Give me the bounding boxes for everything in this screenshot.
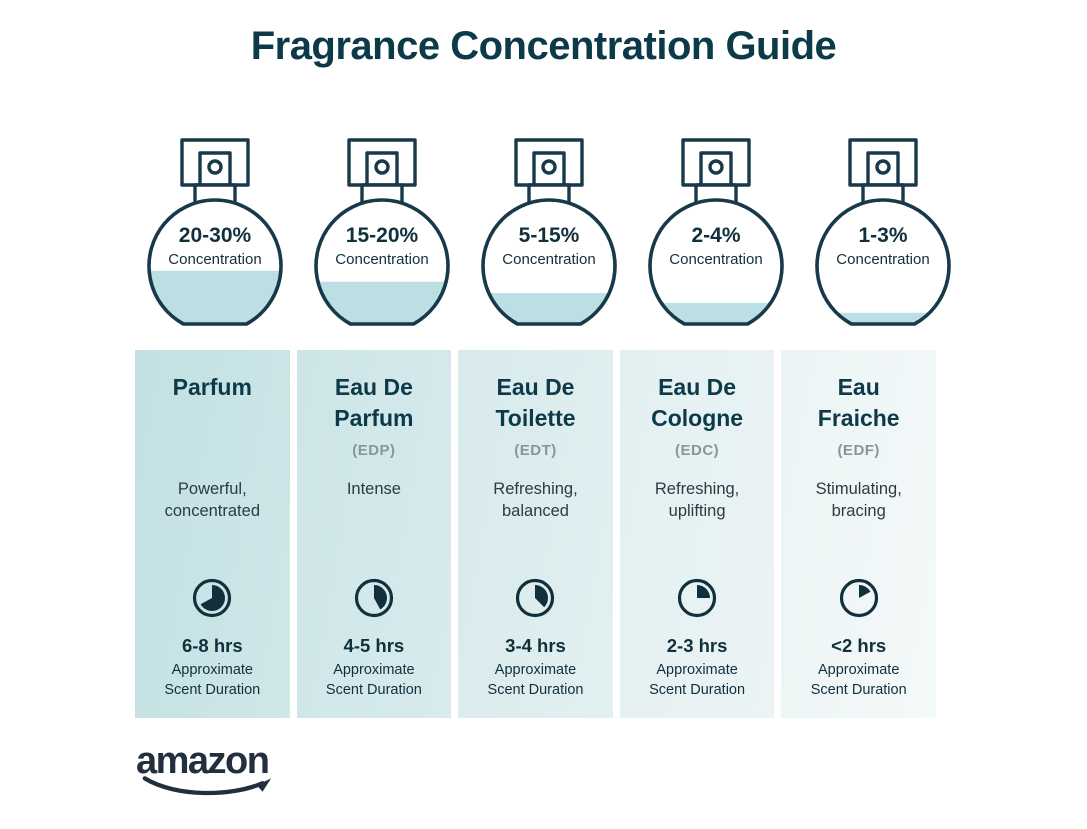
spray-cap-icon	[347, 138, 417, 215]
perfume-bottle: 20-30% Concentration	[147, 138, 283, 326]
bottle-body	[650, 200, 782, 324]
duration-caption: Approximate Scent Duration	[164, 662, 261, 698]
fragrance-name: Eau De Cologne	[651, 374, 744, 431]
fragrance-description: Refreshing, uplifting	[654, 480, 740, 520]
fragrance-name: Eau De Toilette	[495, 374, 576, 431]
perfume-bottle: 1-3% Concentration	[815, 138, 951, 326]
fragrance-name: Parfum	[172, 374, 252, 400]
duration-value: 2-3 hrs	[666, 635, 728, 656]
fragrance-abbr: (EDT)	[514, 442, 557, 459]
clock-wedge	[858, 585, 871, 598]
amazon-wordmark: amazon	[136, 740, 270, 782]
concentration-label: Concentration	[669, 251, 762, 268]
fragrance-column: Eau De Toilette (EDT) Refreshing, balanc…	[458, 350, 613, 718]
duration-value: 4-5 hrs	[343, 635, 405, 656]
clock-icon	[620, 576, 775, 625]
concentration-percent: 2-4%	[691, 224, 740, 247]
concentration-label: Concentration	[502, 251, 595, 268]
clock-wedge	[697, 585, 711, 598]
fragrance-description: Stimulating, bracing	[815, 480, 902, 520]
bottle-row: 20-30% Concentration 15-20% Concentratio…	[135, 136, 951, 332]
clock-icon	[458, 576, 613, 625]
concentration-percent: 1-3%	[858, 224, 907, 247]
fragrance-column: Eau De Parfum (EDP) Intense 4-5 hrs Appr…	[296, 350, 452, 718]
column-row: Parfum Powerful, concentrated 6-8 hrs Ap…	[135, 350, 936, 718]
fragrance-abbr: (EDF)	[837, 442, 880, 459]
concentration-percent: 15-20%	[346, 224, 419, 247]
fragrance-abbr: (EDC)	[675, 442, 720, 459]
fragrance-description: Powerful, concentrated	[164, 480, 260, 520]
spray-cap-icon	[514, 138, 584, 215]
perfume-bottle: 5-15% Concentration	[481, 138, 617, 326]
concentration-label: Concentration	[335, 251, 428, 268]
concentration-label: Concentration	[836, 251, 929, 268]
fragrance-column: Parfum Powerful, concentrated 6-8 hrs Ap…	[135, 350, 290, 718]
concentration-percent: 5-15%	[519, 224, 580, 247]
duration-caption: Approximate Scent Duration	[810, 662, 907, 698]
fragrance-description: Intense	[346, 480, 401, 498]
fragrance-name: Eau De Parfum	[334, 374, 414, 431]
clock-icon	[135, 576, 290, 625]
fragrance-column: Eau De Cologne (EDC) Refreshing, uplifti…	[619, 350, 775, 718]
liquid-fill	[816, 312, 949, 324]
clock-icon	[297, 576, 452, 625]
fragrance-description: Refreshing, balanced	[493, 480, 578, 520]
concentration-percent: 20-30%	[179, 224, 252, 247]
duration-value: 3-4 hrs	[505, 635, 566, 656]
duration-caption: Approximate Scent Duration	[325, 662, 422, 698]
duration-caption: Approximate Scent Duration	[487, 662, 584, 698]
clock-wedge	[535, 585, 549, 608]
clock-icon	[781, 576, 936, 625]
page-title: Fragrance Concentration Guide	[250, 24, 837, 68]
liquid-fill	[649, 302, 782, 324]
duration-value: <2 hrs	[831, 635, 887, 656]
fragrance-column: Eau Fraiche (EDF) Stimulating, bracing <…	[781, 350, 936, 718]
fragrance-name: Eau Fraiche	[817, 374, 900, 431]
perfume-bottle: 2-4% Concentration	[648, 138, 784, 326]
duration-value: 6-8 hrs	[181, 635, 243, 656]
concentration-label: Concentration	[168, 251, 261, 268]
clock-wedge	[373, 585, 387, 610]
perfume-bottle: 15-20% Concentration	[314, 138, 450, 326]
liquid-fill	[482, 293, 615, 324]
amazon-smile-icon	[142, 776, 272, 796]
fragrance-abbr: (EDP)	[352, 442, 396, 459]
bottle-body	[817, 200, 949, 324]
amazon-logo: amazon	[136, 742, 296, 812]
clock-wedge	[200, 585, 226, 611]
duration-caption: Approximate Scent Duration	[649, 662, 746, 698]
